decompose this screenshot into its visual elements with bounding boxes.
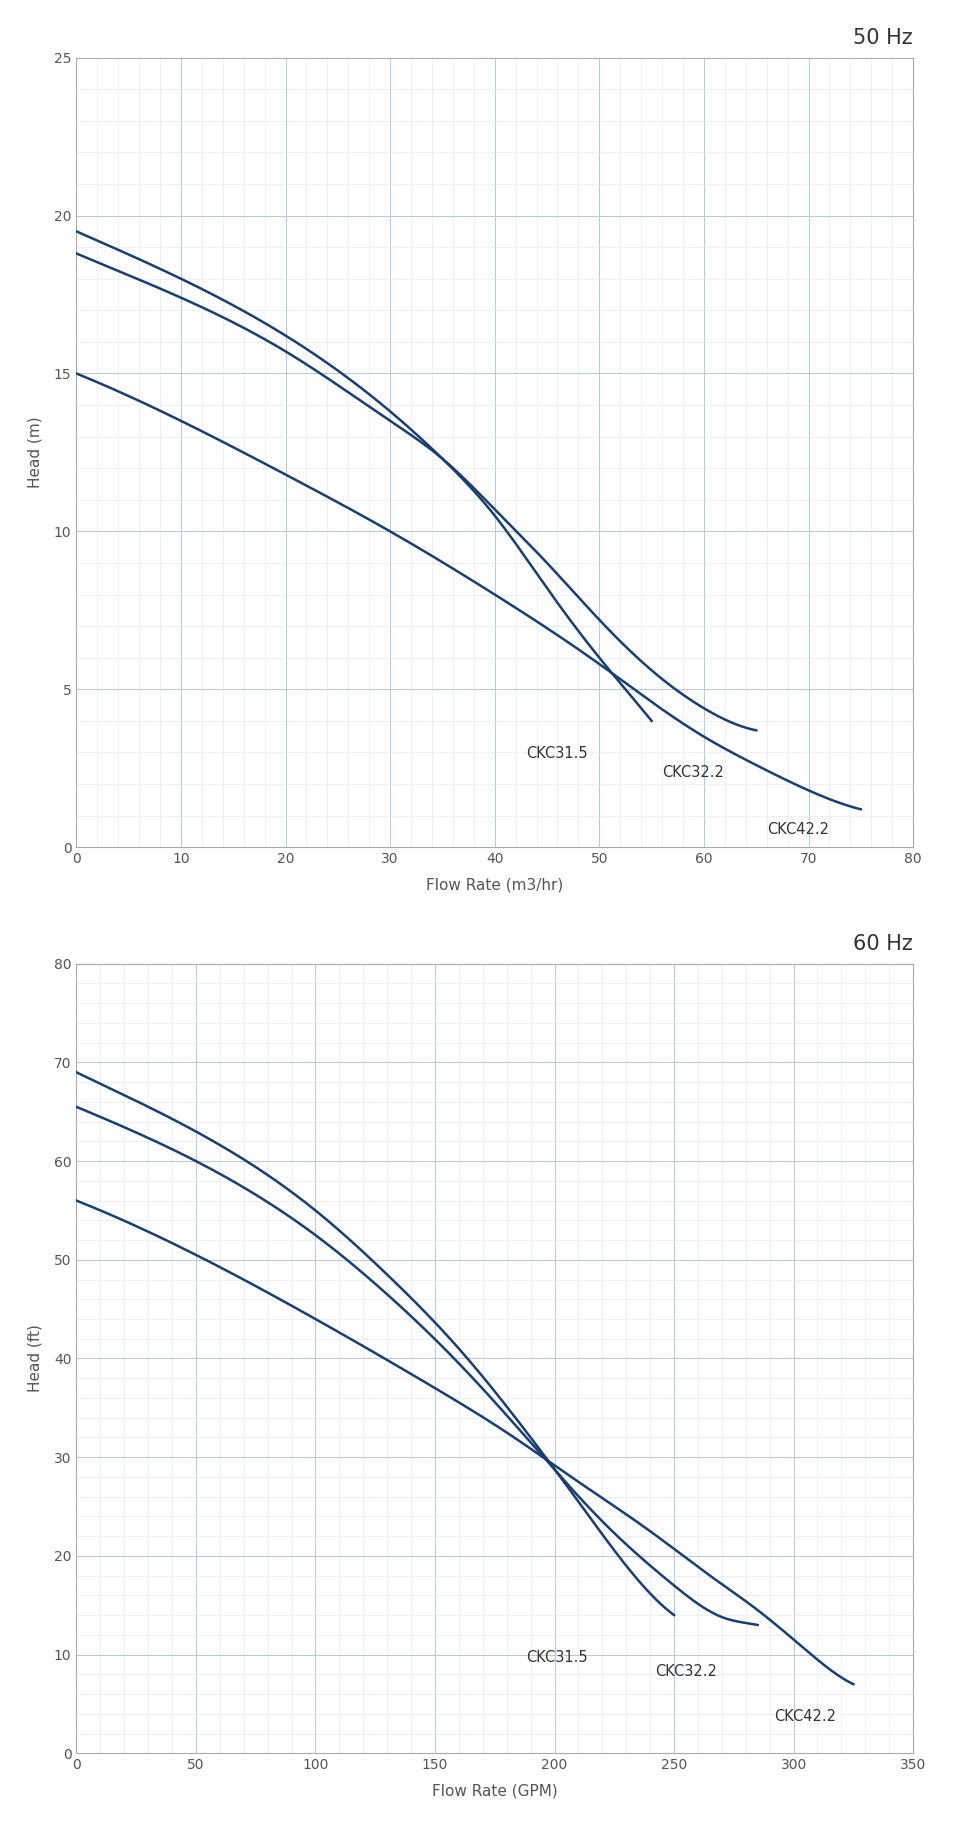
Text: 50 Hz: 50 Hz	[853, 27, 912, 47]
Text: 60 Hz: 60 Hz	[852, 933, 912, 953]
Text: CKC32.2: CKC32.2	[654, 1665, 716, 1680]
Text: CKC42.2: CKC42.2	[766, 822, 828, 836]
X-axis label: Flow Rate (m3/hr): Flow Rate (m3/hr)	[426, 876, 563, 893]
Y-axis label: Head (m): Head (m)	[28, 416, 43, 488]
Text: CKC31.5: CKC31.5	[525, 747, 587, 761]
Text: CKC32.2: CKC32.2	[661, 765, 723, 780]
Text: CKC42.2: CKC42.2	[774, 1709, 836, 1724]
Y-axis label: Head (ft): Head (ft)	[28, 1324, 43, 1393]
Text: CKC31.5: CKC31.5	[525, 1649, 587, 1665]
X-axis label: Flow Rate (GPM): Flow Rate (GPM)	[432, 1784, 557, 1799]
